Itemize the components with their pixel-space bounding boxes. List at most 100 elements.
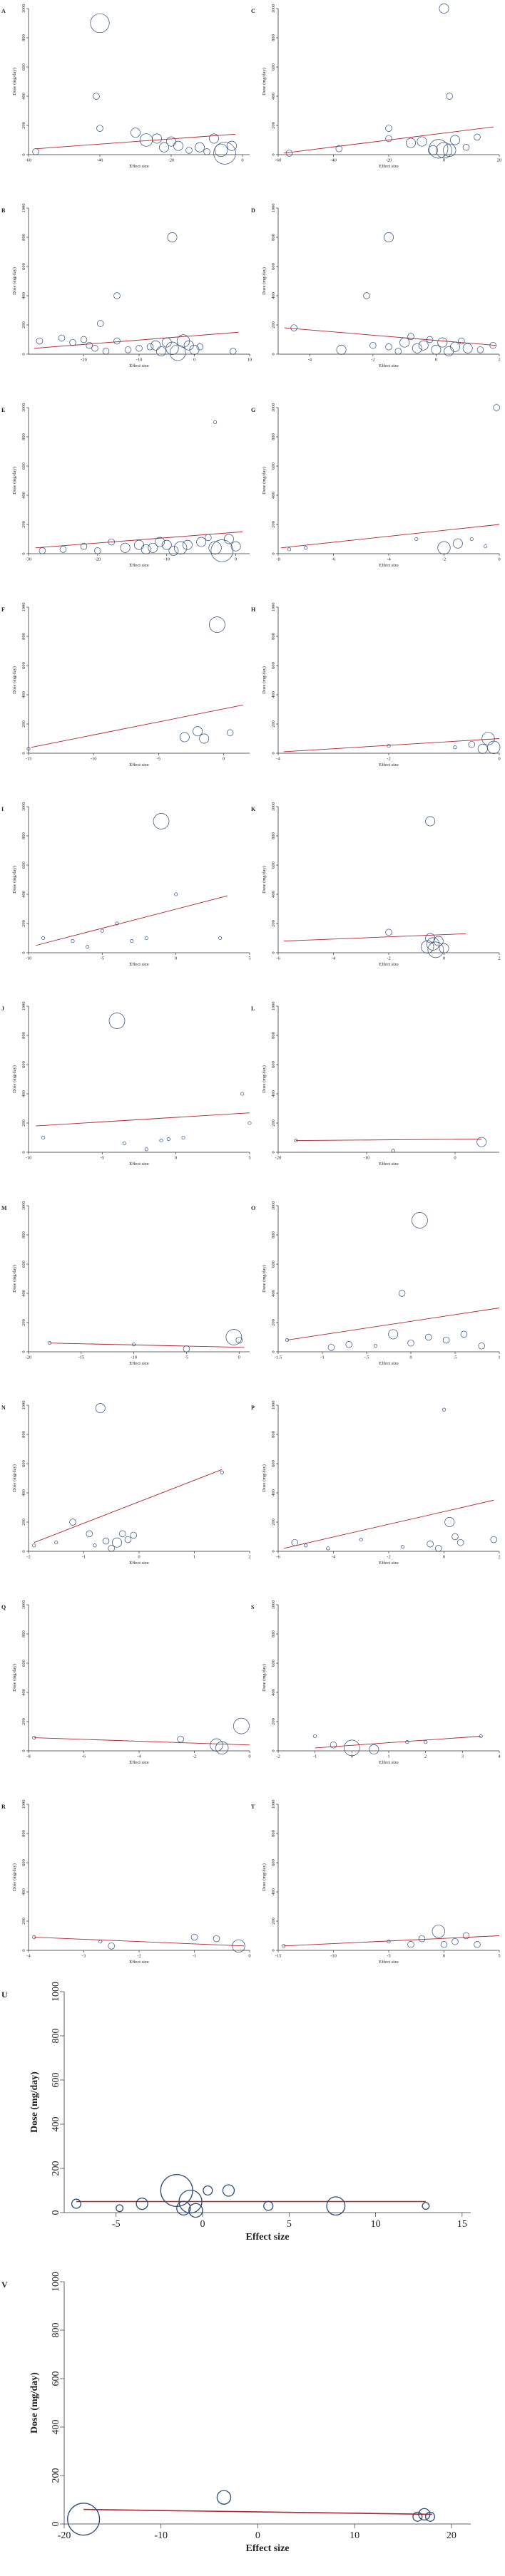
study-bubble [384, 232, 394, 242]
y-tick-label: 400 [51, 2117, 61, 2132]
panel-u: U 0 200 400 600 800 1000 -5 0 5 10 15 Effect size Dos… [1, 1982, 471, 2243]
x-tick-label: 2 [248, 1555, 250, 1560]
x-tick-label: -20 [58, 2530, 71, 2541]
y-tick-label: 1000 [51, 2272, 61, 2292]
study-bubble [484, 544, 488, 549]
study-bubble [343, 1739, 360, 1757]
y-tick-label: 400 [271, 93, 276, 100]
y-tick-label: 400 [21, 691, 26, 698]
x-tick-label: -4 [26, 1954, 31, 1959]
x-tick-label: 2 [498, 956, 500, 961]
study-bubble [478, 1343, 485, 1350]
x-axis-title: Effect size [379, 563, 399, 568]
y-tick-label: 400 [271, 1290, 276, 1297]
y-tick-label: 200 [271, 1119, 276, 1127]
panel-label: D [251, 207, 255, 214]
x-tick-label: -5 [157, 757, 160, 762]
y-tick-label: 0 [51, 2522, 61, 2527]
study-bubble [424, 2511, 436, 2522]
y-tick-label: 400 [21, 1090, 26, 1097]
study-bubble [407, 333, 414, 341]
study-bubble [47, 1341, 52, 1345]
y-axis-title: Dose (mg/day) [262, 68, 267, 95]
study-bubble [208, 541, 222, 554]
fitted-line [295, 1139, 482, 1142]
study-bubble [330, 1742, 337, 1749]
study-bubble [452, 1938, 459, 1945]
y-axis-title: Dose (mg/day) [262, 267, 267, 295]
study-bubble [36, 337, 44, 345]
study-bubble [94, 547, 101, 554]
y-axis-title: Dose (mg/day) [12, 666, 17, 694]
y-tick-label: 1000 [271, 204, 276, 213]
study-bubble [220, 1470, 224, 1474]
y-tick-label: 800 [51, 2029, 61, 2044]
study-bubble [400, 1545, 404, 1549]
study-bubble [41, 936, 46, 941]
study-bubble [151, 340, 161, 351]
y-tick-label: 1000 [21, 1600, 26, 1610]
x-tick-label: 0 [248, 1954, 250, 1959]
y-tick-label: 800 [21, 1830, 26, 1837]
study-bubble [427, 941, 444, 958]
study-bubble [58, 334, 66, 342]
x-axis-title: Effect size [379, 164, 399, 169]
x-tick-label: -2 [442, 557, 446, 562]
x-tick-label: 1 [193, 1555, 195, 1560]
panel-r: R 0 200 400 600 800 1000 -4 -3 -2 -1 0 Effect size Do… [1, 1800, 251, 1965]
study-bubble [373, 1344, 377, 1348]
y-tick-label: 800 [21, 1431, 26, 1438]
y-axis-title: Dose (mg/day) [262, 1265, 267, 1293]
panel-label: T [251, 1804, 255, 1810]
x-tick-label: -20 [81, 358, 87, 363]
y-tick-label: 600 [271, 1460, 276, 1467]
y-tick-label: 0 [271, 552, 276, 554]
study-bubble [146, 343, 154, 351]
x-tick-label: -4 [276, 757, 280, 762]
study-bubble [108, 1943, 116, 1950]
y-axis-title: Dose (mg/day) [12, 1464, 17, 1492]
y-tick-label: 800 [21, 1231, 26, 1238]
study-bubble [425, 933, 436, 943]
study-bubble [388, 1329, 399, 1340]
x-axis-title: Effect size [129, 1162, 149, 1167]
study-bubble [90, 13, 110, 33]
x-tick-label: 4 [498, 1754, 501, 1759]
x-tick-label: 10 [371, 2219, 381, 2230]
y-tick-label: 600 [271, 1859, 276, 1866]
panel-label: K [251, 806, 256, 812]
study-bubble [474, 1941, 481, 1948]
study-bubble [418, 1935, 426, 1943]
x-axis-title: Effect size [379, 1960, 399, 1965]
study-bubble [153, 813, 170, 829]
study-bubble [476, 1137, 487, 1147]
x-tick-label: -1 [193, 1954, 196, 1959]
panel-label: G [251, 407, 255, 413]
panel-n: N 0 200 400 600 800 1000 -2 -1 0 1 2 Effect size Dose… [1, 1401, 251, 1566]
y-tick-label: 1000 [271, 4, 276, 14]
study-bubble [407, 1941, 414, 1948]
study-bubble [177, 1735, 184, 1743]
study-bubble [124, 1536, 132, 1543]
study-bubble [86, 341, 93, 349]
x-tick-label: 5 [498, 1954, 500, 1959]
x-tick-label: -10 [26, 956, 32, 961]
y-tick-label: 0 [271, 153, 276, 155]
x-tick-label: 2 [498, 1555, 500, 1560]
y-axis-title: Dose (mg/day) [12, 1065, 17, 1093]
x-tick-label: 0 [454, 1156, 456, 1161]
study-bubble [442, 1336, 450, 1344]
study-bubble [132, 1343, 136, 1347]
fitted-line [34, 1937, 245, 1947]
study-bubble [223, 534, 234, 544]
study-bubble [188, 2203, 203, 2218]
study-bubble [32, 1736, 36, 1740]
study-bubble [218, 936, 223, 941]
y-tick-label: 200 [21, 920, 26, 927]
y-tick-label: 200 [271, 720, 276, 728]
panel-v: V 0 200 400 600 800 1000 -20 -10 0 10 20 Effect size… [1, 2272, 471, 2554]
x-tick-label: -2 [26, 1555, 30, 1560]
x-tick-label: 1 [387, 1754, 389, 1759]
study-bubble [225, 1329, 243, 1345]
y-tick-label: 600 [21, 1261, 26, 1268]
